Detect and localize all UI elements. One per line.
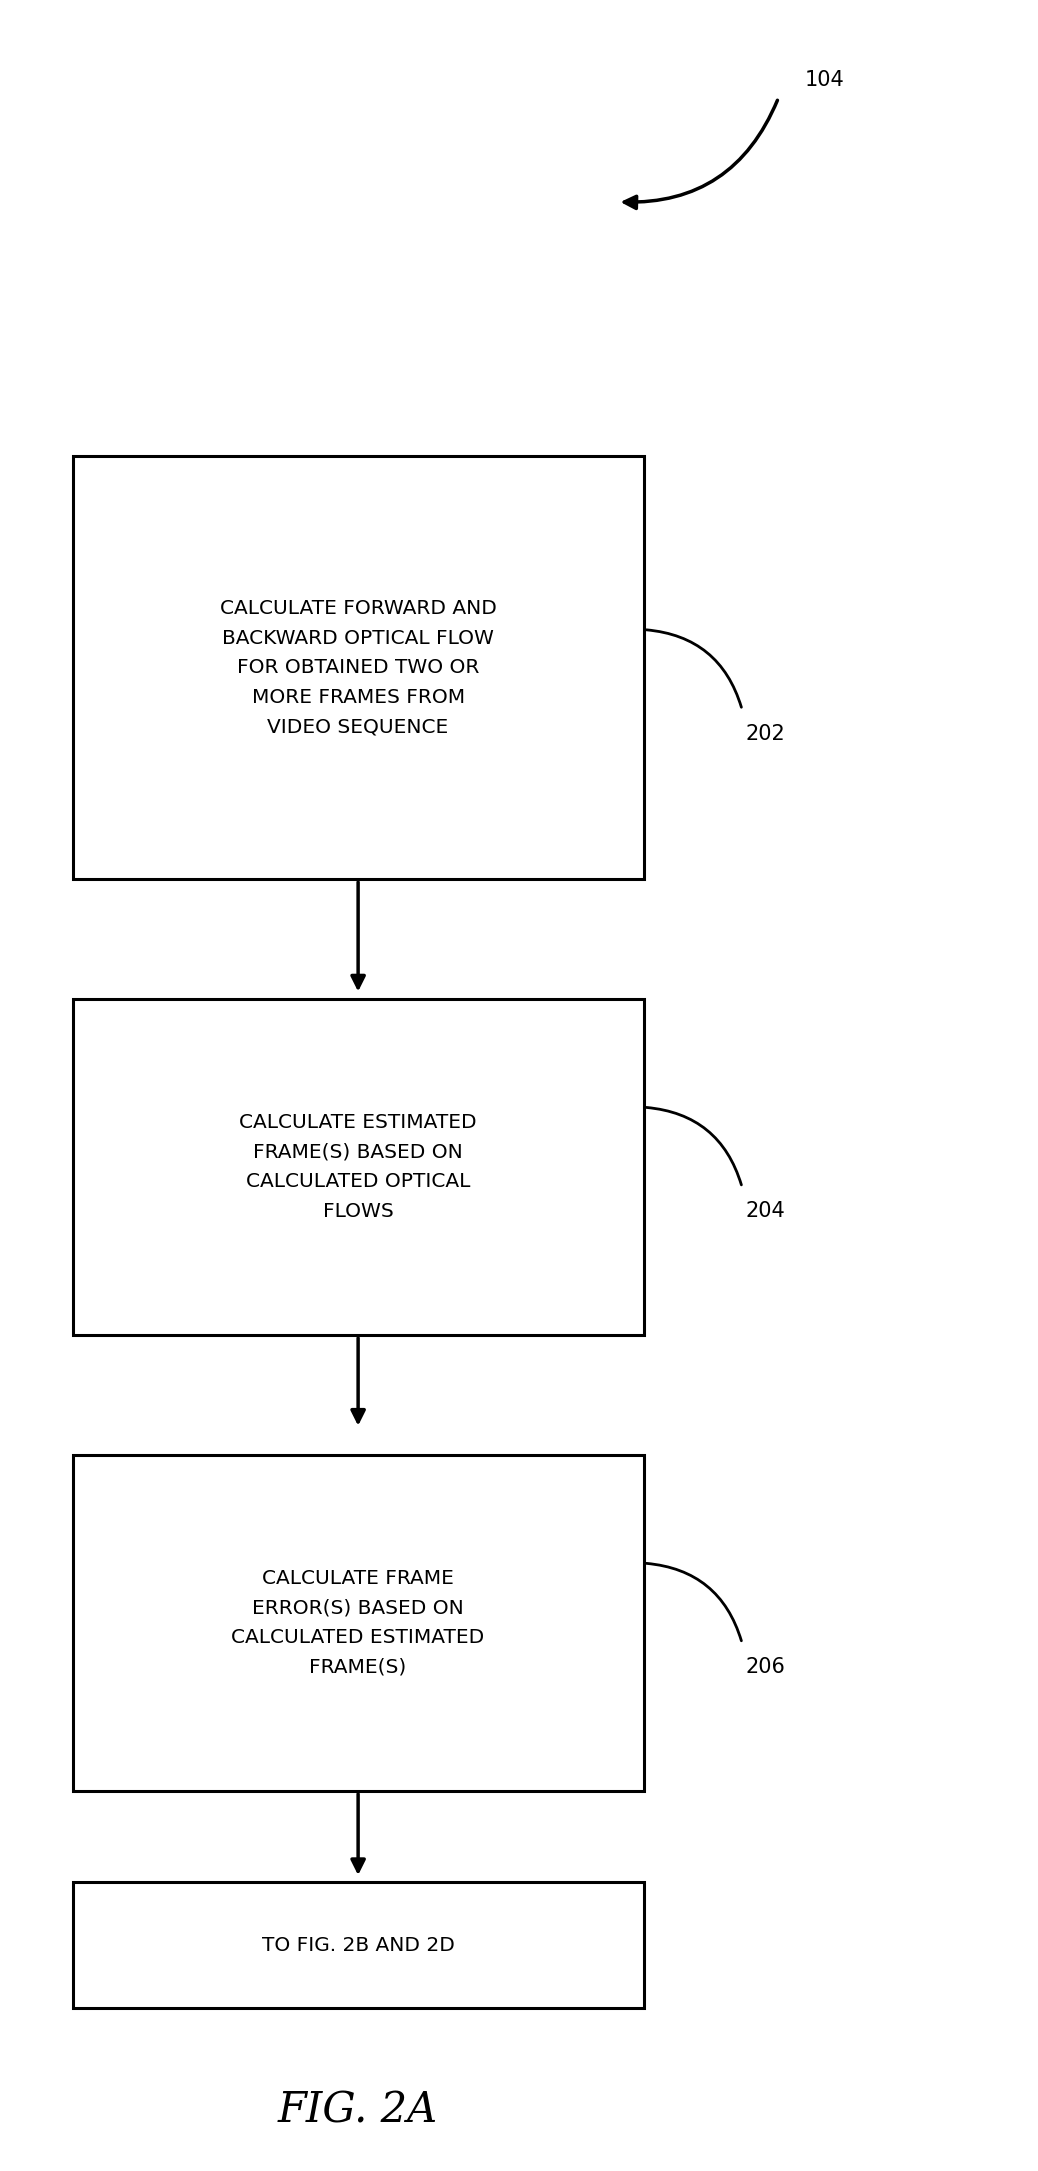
FancyBboxPatch shape bbox=[73, 456, 644, 879]
FancyBboxPatch shape bbox=[73, 1882, 644, 2008]
Text: FIG. 2A: FIG. 2A bbox=[278, 2089, 438, 2132]
Text: 202: 202 bbox=[745, 723, 785, 745]
FancyBboxPatch shape bbox=[73, 999, 644, 1335]
Text: 206: 206 bbox=[745, 1656, 785, 1678]
Text: 204: 204 bbox=[745, 1201, 785, 1222]
Text: CALCULATE FRAME
ERROR(S) BASED ON
CALCULATED ESTIMATED
FRAME(S): CALCULATE FRAME ERROR(S) BASED ON CALCUL… bbox=[231, 1570, 485, 1676]
FancyBboxPatch shape bbox=[73, 1455, 644, 1791]
Text: CALCULATE FORWARD AND
BACKWARD OPTICAL FLOW
FOR OBTAINED TWO OR
MORE FRAMES FROM: CALCULATE FORWARD AND BACKWARD OPTICAL F… bbox=[220, 599, 496, 736]
Text: TO FIG. 2B AND 2D: TO FIG. 2B AND 2D bbox=[262, 1937, 455, 1954]
Text: 104: 104 bbox=[804, 69, 844, 91]
Text: CALCULATE ESTIMATED
FRAME(S) BASED ON
CALCULATED OPTICAL
FLOWS: CALCULATE ESTIMATED FRAME(S) BASED ON CA… bbox=[240, 1114, 476, 1220]
